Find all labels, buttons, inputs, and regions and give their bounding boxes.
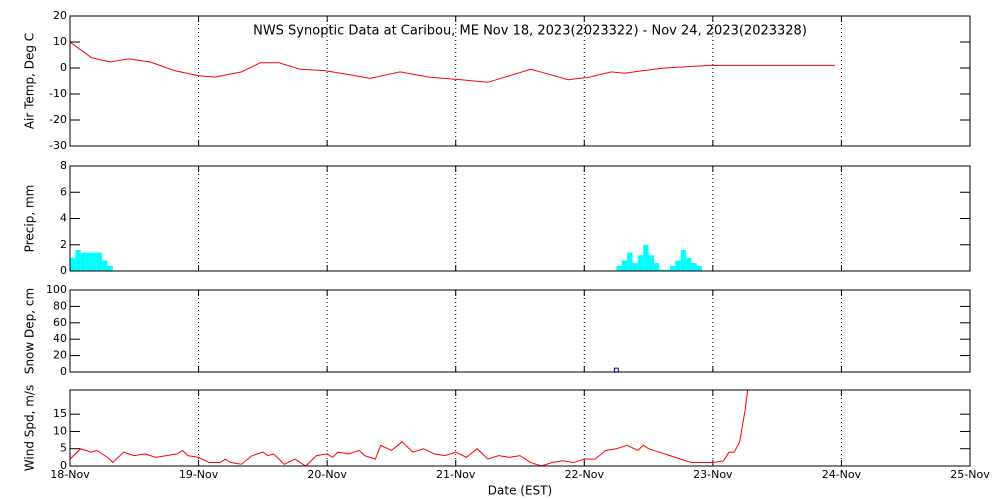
x-tick-label: 24-Nov: [822, 468, 862, 481]
y-axis-label: Snow Dep, cm: [23, 288, 37, 374]
y-axis-label: Precip, mm: [23, 185, 37, 253]
line: [70, 41, 835, 83]
bar: [686, 257, 692, 271]
plot-frame: [69, 165, 971, 272]
bar: [96, 252, 103, 271]
bar: [643, 244, 649, 271]
plot: [70, 41, 835, 83]
plot: [70, 390, 749, 466]
y-tick-label: 20: [53, 349, 67, 362]
x-tick-label: 25-Nov: [950, 468, 990, 481]
y-tick-label: 20: [53, 9, 67, 22]
x-tick-label: 22-Nov: [565, 468, 605, 481]
bar: [691, 263, 697, 271]
y-tick-label: 0: [60, 61, 67, 74]
y-tick-label: 6: [60, 185, 67, 198]
bar: [675, 260, 681, 271]
plot-frame: [69, 389, 971, 467]
y-tick-label: 8: [60, 159, 67, 172]
bar: [621, 260, 628, 271]
bar: [696, 265, 703, 271]
plot-frame: [69, 15, 971, 147]
plot-frame: [69, 289, 971, 373]
line: [70, 390, 749, 466]
bar: [75, 250, 81, 271]
x-tick-label: 23-Nov: [693, 468, 733, 481]
bar: [637, 255, 644, 271]
plot: [70, 244, 703, 271]
y-tick-label: 0: [60, 459, 67, 472]
bar: [102, 260, 108, 271]
x-axis-label: Date (EST): [488, 484, 552, 498]
y-axis-label: Wind Spd, m/s: [23, 385, 37, 471]
y-tick-label: 0: [60, 264, 67, 277]
x-tick-label: 19-Nov: [179, 468, 219, 481]
bar: [632, 263, 638, 271]
y-tick-label: 5: [60, 442, 67, 455]
y-tick-label: 80: [53, 299, 67, 312]
y-axis-label: Air Temp, Deg C: [23, 33, 37, 129]
bar: [80, 252, 87, 271]
y-tick-label: -10: [49, 87, 67, 100]
y-tick-label: 10: [53, 424, 67, 437]
y-tick-label: 100: [46, 283, 67, 296]
y-tick-label: 40: [53, 332, 67, 345]
y-tick-label: 0: [60, 365, 67, 378]
bar: [670, 265, 676, 271]
x-tick-label: 18-Nov: [50, 468, 90, 481]
y-tick-label: 60: [53, 316, 67, 329]
x-tick-label: 21-Nov: [436, 468, 476, 481]
bar: [107, 265, 113, 271]
y-tick-label: -20: [49, 113, 67, 126]
bar: [616, 265, 622, 271]
y-tick-label: -30: [49, 139, 67, 152]
bar: [680, 250, 687, 271]
bar: [659, 269, 665, 271]
bar: [86, 252, 92, 271]
y-tick-label: 10: [53, 35, 67, 48]
bar: [664, 269, 670, 271]
bar: [627, 252, 633, 271]
bar: [648, 255, 654, 271]
bar: [653, 263, 660, 271]
bar: [91, 252, 97, 271]
chart-title: NWS Synoptic Data at Caribou, ME Nov 18,…: [253, 24, 807, 39]
y-tick-label: 2: [60, 238, 67, 251]
y-tick-label: 15: [53, 407, 67, 420]
bar: [70, 257, 76, 271]
x-tick-label: 20-Nov: [307, 468, 347, 481]
y-tick-label: 4: [60, 212, 67, 225]
